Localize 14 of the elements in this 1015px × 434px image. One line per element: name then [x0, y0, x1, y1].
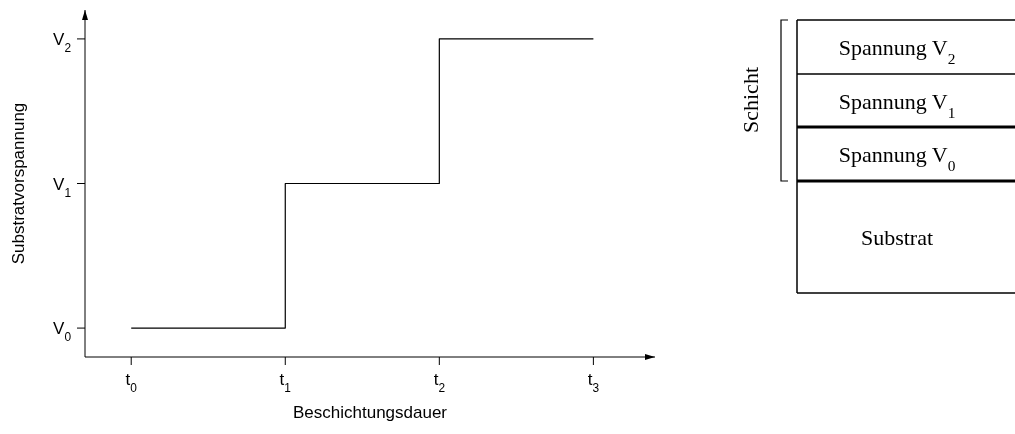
x-axis-title: Beschichtungsdauer: [292, 403, 448, 422]
text: Substrat: [860, 225, 934, 250]
x-tick-label: t$_{2}$: [433, 370, 446, 395]
y-tick-label: V$_{1}$: [53, 174, 72, 200]
text: Spannung V$_{0}$: [838, 142, 956, 174]
x-tick-label: t$_{3}$: [587, 370, 600, 395]
text: Spannung V$_{2}$: [838, 35, 956, 67]
y-tick-label: V$_{0}$: [53, 319, 72, 345]
text: Spannung V$_{1}$: [838, 88, 956, 120]
text: Schicht: [738, 67, 763, 133]
y-tick-label: V$_{2}$: [53, 29, 72, 55]
x-tick-label: t$_{1}$: [279, 370, 292, 395]
x-tick-label: t$_{0}$: [125, 370, 138, 395]
y-axis-title: Substratvorspannung: [9, 102, 28, 265]
